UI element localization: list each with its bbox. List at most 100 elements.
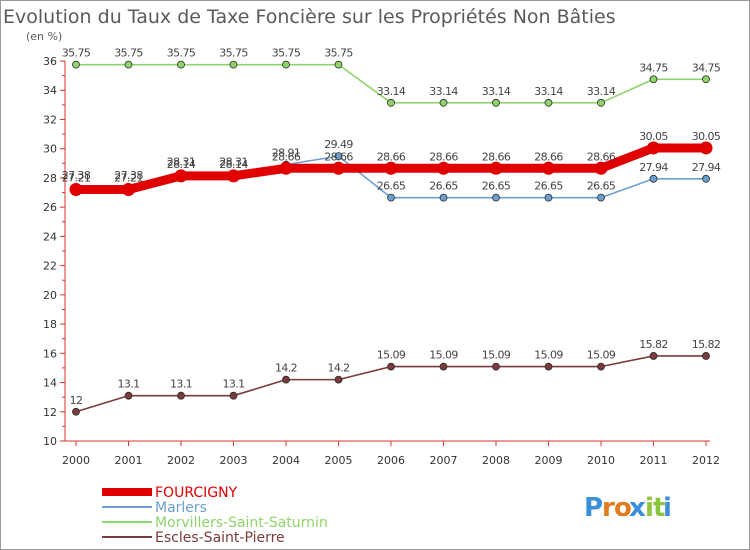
data-point (174, 169, 188, 183)
y-axis-label: (en %) (26, 30, 62, 43)
data-point (387, 362, 395, 371)
data-label: 28.66 (534, 150, 563, 163)
data-label: 35.75 (167, 47, 196, 60)
data-point (649, 75, 658, 84)
data-point (387, 98, 395, 107)
data-label: 15.09 (482, 349, 511, 362)
data-label: 13.1 (117, 378, 139, 391)
data-label: 35.75 (62, 47, 91, 60)
logo-letter: t (653, 493, 665, 523)
data-label: 27.21 (62, 171, 91, 184)
data-point (332, 161, 345, 175)
y-tick-label: 28 (43, 172, 57, 185)
data-point (597, 193, 605, 202)
data-point (439, 98, 448, 107)
logo-letter: i (645, 493, 654, 523)
series-escles-saint-pierre (72, 352, 710, 416)
data-point (282, 375, 290, 384)
data-label: 28.66 (482, 150, 511, 163)
data-point (279, 161, 293, 175)
data-label: 28.66 (377, 150, 406, 163)
data-label: 33.14 (587, 85, 616, 98)
data-label: 28.31 (167, 155, 196, 168)
data-label: 35.75 (219, 47, 248, 60)
data-label: 26.65 (587, 180, 616, 193)
y-tick-label: 22 (43, 260, 57, 273)
data-point (437, 161, 450, 175)
y-tick-label: 10 (43, 435, 57, 448)
data-point (594, 161, 608, 175)
y-tick-label: 16 (43, 347, 57, 360)
y-tick-label: 32 (43, 113, 57, 126)
data-label: 35.75 (114, 47, 143, 60)
data-label: 28.91 (272, 147, 301, 160)
logo-letter: x (629, 493, 646, 523)
data-label: 30.05 (692, 130, 721, 143)
series-morvillers-saint-saturnin (72, 60, 710, 107)
data-point (647, 141, 660, 155)
data-label: 29.49 (324, 138, 353, 151)
data-label: 35.75 (324, 47, 353, 60)
data-label: 26.65 (482, 180, 511, 193)
data-point (387, 193, 395, 202)
data-point (439, 362, 448, 371)
data-point (597, 362, 605, 371)
data-label: 33.14 (482, 85, 511, 98)
data-label: 13.1 (222, 378, 244, 391)
legend-label: Marlers (155, 500, 207, 516)
legend-label: FOURCIGNY (155, 485, 238, 501)
data-label: 28.66 (272, 150, 301, 163)
y-tick-label: 34 (43, 84, 57, 97)
series-layer (69, 60, 713, 416)
data-point (334, 152, 343, 161)
y-tick-label: 24 (43, 230, 57, 243)
data-point (177, 60, 185, 69)
y-tick-label: 36 (43, 55, 57, 68)
legend-label: Morvillers-Saint-Saturnin (155, 515, 328, 531)
y-tick-label: 14 (43, 377, 57, 390)
data-label: 27.21 (114, 171, 143, 184)
data-label: 28.14 (219, 158, 248, 171)
x-tick-label: 2012 (692, 454, 720, 467)
data-point (544, 98, 553, 107)
data-point (544, 362, 553, 371)
data-point (492, 98, 500, 107)
data-label: 27.94 (692, 161, 721, 174)
data-label: 14.2 (327, 362, 349, 375)
data-label: 28.31 (219, 155, 248, 168)
x-tick-label: 2003 (220, 454, 248, 467)
data-label: 26.65 (377, 180, 406, 193)
data-point (649, 174, 658, 183)
x-tick-label: 2007 (430, 454, 458, 467)
data-point (334, 375, 343, 384)
x-tick-label: 2001 (115, 454, 143, 467)
data-point (69, 182, 83, 196)
x-tick-label: 2002 (167, 454, 195, 467)
data-label: 12 (70, 394, 83, 407)
data-label: 13.1 (170, 378, 192, 391)
data-point (334, 60, 343, 69)
data-label: 14.2 (275, 362, 297, 375)
data-label: 26.65 (429, 180, 458, 193)
data-label: 15.09 (429, 349, 458, 362)
series-fourcigny (69, 141, 713, 196)
data-point (229, 60, 238, 69)
data-point (542, 161, 555, 175)
data-label: 35.75 (272, 47, 301, 60)
data-label: 15.09 (377, 349, 406, 362)
data-label: 33.14 (534, 85, 563, 98)
data-point (489, 161, 503, 175)
data-label: 15.09 (587, 349, 616, 362)
data-label: 26.65 (534, 180, 563, 193)
data-point (124, 60, 133, 69)
data-point (122, 182, 135, 196)
legend: FOURCIGNYMarlersMorvillers-Saint-Saturni… (102, 485, 328, 546)
data-point (597, 98, 605, 107)
data-label: 33.14 (429, 85, 458, 98)
data-label: 15.82 (639, 338, 668, 351)
chart-title: Evolution du Taux de Taxe Foncière sur l… (3, 6, 616, 28)
data-label: 27.38 (114, 169, 143, 182)
x-tick-label: 2009 (535, 454, 563, 467)
x-tick-label: 2005 (325, 454, 353, 467)
x-tick-label: 2008 (482, 454, 510, 467)
